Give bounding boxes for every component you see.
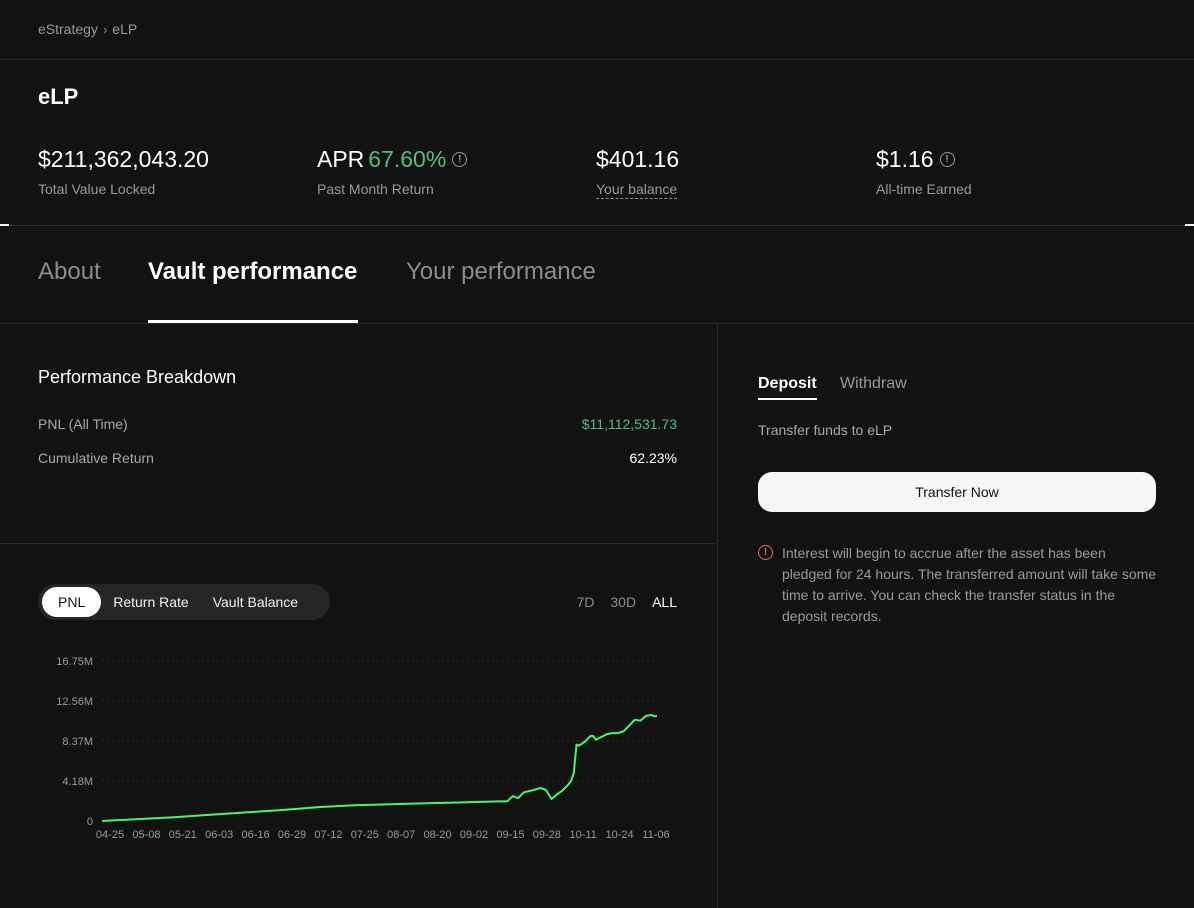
x-tick-label: 10-24 xyxy=(606,829,634,841)
range-7d-button[interactable]: 7D xyxy=(576,594,595,610)
pnl-label: PNL (All Time) xyxy=(38,416,128,432)
x-tick-label: 04-25 xyxy=(96,829,124,841)
x-tick-label: 11-06 xyxy=(642,829,669,841)
y-tick-label: 4.18M xyxy=(62,776,93,788)
active-tab-indicator xyxy=(148,320,358,323)
breadcrumb-parent-link[interactable]: eStrategy xyxy=(38,21,98,37)
page-title: eLP xyxy=(38,84,79,109)
notice-text: Interest will begin to accrue after the … xyxy=(782,545,1157,624)
x-tick-label: 06-03 xyxy=(205,829,233,841)
earned-label: All-time Earned xyxy=(876,181,972,197)
tab-withdraw[interactable]: Withdraw xyxy=(840,375,907,392)
edge-marker-right xyxy=(1185,224,1194,226)
tab-deposit[interactable]: Deposit xyxy=(758,375,817,392)
x-tick-label: 10-11 xyxy=(570,829,597,841)
x-tick-label: 05-08 xyxy=(132,829,160,841)
chart-range-selector: 7D 30D ALL xyxy=(576,594,677,610)
pnl-row: PNL (All Time) $11,112,531.73 xyxy=(38,416,677,432)
performance-breakdown-title: Performance Breakdown xyxy=(38,367,237,387)
tab-about[interactable]: About xyxy=(38,258,101,285)
stat-your-balance: $401.16 Your balance xyxy=(596,146,679,199)
y-tick-label: 0 xyxy=(87,816,93,828)
balance-value: $401.16 xyxy=(596,146,680,172)
metric-vault-balance-button[interactable]: Vault Balance xyxy=(212,594,299,610)
header-divider xyxy=(0,59,1194,60)
earned-value: $1.16 xyxy=(876,146,934,172)
edge-marker-left xyxy=(0,224,9,226)
info-icon[interactable]: ! xyxy=(452,152,468,167)
x-tick-label: 07-25 xyxy=(351,829,379,841)
stats-divider xyxy=(0,225,1194,226)
metric-return-rate-button[interactable]: Return Rate xyxy=(113,594,189,610)
pnl-chart[interactable]: 0 4.18M 8.37M 12.56M 16.75M 04-25 05-08 05-21 06… xyxy=(0,640,717,860)
x-tick-label: 05-21 xyxy=(169,829,197,841)
deposit-notice: ! Interest will begin to accrue after th… xyxy=(758,543,1158,627)
transfer-description: Transfer funds to eLP xyxy=(758,422,893,438)
cumulative-return-label: Cumulative Return xyxy=(38,450,154,466)
cumulative-return-value: 62.23% xyxy=(629,450,677,466)
y-tick-label: 8.37M xyxy=(62,736,93,748)
tabs-divider xyxy=(0,323,1194,324)
range-all-button[interactable]: ALL xyxy=(652,594,677,610)
chart-metric-selector: PNL Return Rate Vault Balance xyxy=(38,584,330,620)
stat-total-value-locked: $211,362,043.20 Total Value Locked xyxy=(38,146,209,197)
stat-apr: APR 67.60% ! Past Month Return xyxy=(317,146,468,197)
transfer-now-button[interactable]: Transfer Now xyxy=(758,472,1156,512)
x-tick-label: 09-02 xyxy=(460,829,488,841)
x-tick-label: 09-28 xyxy=(533,829,561,841)
balance-label[interactable]: Your balance xyxy=(596,181,678,199)
breakdown-divider xyxy=(0,543,717,544)
x-tick-label: 08-07 xyxy=(387,829,415,841)
breadcrumb: eStrategy › eLP xyxy=(38,21,137,37)
stat-all-time-earned: $1.16 ! All-time Earned xyxy=(876,146,972,197)
x-tick-label: 07-12 xyxy=(314,829,342,841)
deposit-tab-indicator xyxy=(758,398,817,400)
tab-vault-performance[interactable]: Vault performance xyxy=(148,258,358,285)
x-tick-label: 06-16 xyxy=(242,829,270,841)
warning-icon: ! xyxy=(758,545,773,560)
pnl-series-line xyxy=(101,714,658,822)
breadcrumb-current: eLP xyxy=(112,21,138,37)
apr-value: 67.60% xyxy=(368,146,447,172)
chevron-right-icon: › xyxy=(102,21,108,37)
cumulative-return-row: Cumulative Return 62.23% xyxy=(38,450,677,466)
apr-label: Past Month Return xyxy=(317,181,434,197)
x-tick-label: 06-29 xyxy=(278,829,306,841)
pnl-value: $11,112,531.73 xyxy=(581,416,677,432)
apr-prefix: APR xyxy=(317,146,365,172)
y-tick-label: 16.75M xyxy=(56,656,93,668)
tab-your-performance[interactable]: Your performance xyxy=(406,258,596,285)
main-tabs: About Vault performance Your performance xyxy=(0,258,1194,324)
info-icon[interactable]: ! xyxy=(939,152,955,167)
panel-divider xyxy=(717,324,718,908)
tvl-label: Total Value Locked xyxy=(38,181,156,197)
metric-pnl-button[interactable]: PNL xyxy=(42,587,102,617)
range-30d-button[interactable]: 30D xyxy=(610,594,637,610)
y-tick-label: 12.56M xyxy=(56,696,93,708)
x-tick-label: 09-15 xyxy=(496,829,524,841)
x-tick-label: 08-20 xyxy=(424,829,452,841)
tvl-value: $211,362,043.20 xyxy=(38,146,209,172)
